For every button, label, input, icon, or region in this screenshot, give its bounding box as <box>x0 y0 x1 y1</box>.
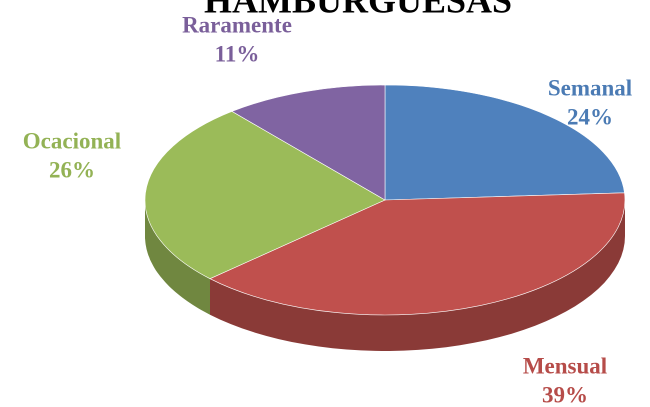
slice-side <box>210 200 625 351</box>
slice-label: Raramente <box>182 12 292 37</box>
slice-value-label: 26% <box>49 157 95 182</box>
slice <box>231 84 386 201</box>
slice-label: Mensual <box>523 353 607 378</box>
slice <box>209 192 626 316</box>
slice-label: Ocacional <box>23 128 121 153</box>
slice-side <box>145 200 210 315</box>
slice-value-label: 39% <box>542 382 588 407</box>
chart-title: HAMBURGUESAS <box>204 0 512 20</box>
slice-value-label: 24% <box>567 104 613 129</box>
slice <box>144 111 386 280</box>
slice-label: Semanal <box>548 75 632 100</box>
slice <box>384 84 625 201</box>
slice-value-label: 11% <box>215 41 260 66</box>
